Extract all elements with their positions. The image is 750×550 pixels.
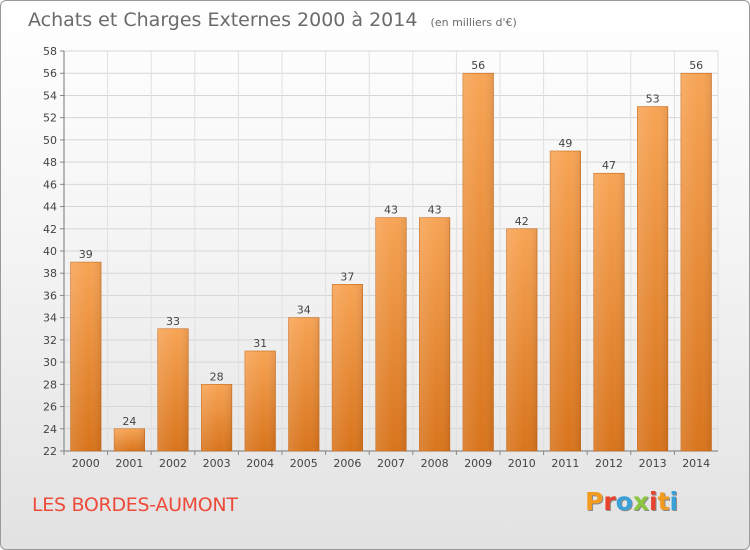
x-tick-label-2001: 2001	[115, 457, 143, 470]
y-tick-label: 44	[43, 201, 57, 214]
x-tick-label-2007: 2007	[377, 457, 405, 470]
place-name: LES BORDES-AUMONT	[32, 494, 238, 516]
x-tick-label-2005: 2005	[290, 457, 318, 470]
x-tick-label-2011: 2011	[551, 457, 579, 470]
data-label-2001: 24	[122, 415, 136, 428]
bar-shine-2009	[462, 73, 494, 451]
x-tick-label-2000: 2000	[72, 457, 100, 470]
logo-letter: r	[603, 487, 616, 516]
data-label-2011: 49	[558, 137, 572, 150]
x-tick-label-2009: 2009	[464, 457, 492, 470]
bar-shine-2013	[637, 106, 668, 452]
y-tick-label: 50	[43, 134, 57, 147]
y-tick-label: 22	[43, 445, 57, 458]
data-label-2006: 37	[340, 270, 354, 283]
y-tick-label: 42	[43, 223, 57, 236]
logo-letter: i	[649, 487, 658, 516]
bar-shine-2006	[332, 284, 363, 451]
bar-shine-2005	[288, 317, 320, 451]
x-tick-label-2003: 2003	[203, 457, 231, 470]
y-tick-label: 26	[43, 401, 57, 414]
y-tick-label: 30	[43, 356, 57, 369]
x-tick-label-2002: 2002	[159, 457, 187, 470]
bar-shine-2002	[157, 328, 189, 451]
y-tick-label: 54	[43, 89, 57, 102]
data-label-2007: 43	[384, 204, 398, 217]
x-tick-label-2010: 2010	[508, 457, 536, 470]
data-label-2002: 33	[166, 315, 180, 328]
y-tick-label: 48	[43, 156, 57, 169]
bar-shine-2007	[375, 217, 407, 451]
y-tick-label: 46	[43, 178, 57, 191]
y-tick-label: 38	[43, 267, 57, 280]
x-tick-label-2008: 2008	[421, 457, 449, 470]
data-label-2013: 53	[646, 93, 660, 106]
logo-letter: o	[615, 487, 633, 516]
data-label-2000: 39	[79, 248, 93, 261]
y-tick-label: 56	[43, 67, 57, 80]
data-label-2010: 42	[515, 215, 529, 228]
logo-letter: x	[632, 487, 649, 516]
proxiti-logo: Proxiti	[585, 487, 678, 516]
y-tick-labels: 22 24 26 28 30 32 34 36 38 40 42 44 46 48 50 52 54 56 58	[43, 45, 57, 458]
y-tick-label: 34	[43, 312, 57, 325]
bar-shine-2011	[550, 151, 581, 451]
data-label-2008: 43	[428, 204, 442, 217]
data-label-2014: 56	[689, 59, 703, 72]
y-tick-label: 40	[43, 245, 57, 258]
data-label-2003: 28	[210, 370, 224, 383]
data-labels: 39 24 33 28 31 34 37 43 43 56 42 49 47 53 56	[79, 59, 703, 428]
x-tick-label-2012: 2012	[595, 457, 623, 470]
logo-letter: t	[657, 487, 670, 516]
y-tick-label: 58	[43, 45, 57, 58]
bar-shine-2008	[419, 217, 450, 451]
bar-shine-2012	[593, 173, 625, 451]
x-tick-labels: 2000 2001 2002 2003 2004 2005 2006 2007 2008 2009…	[72, 457, 710, 470]
y-tick-label: 24	[43, 423, 57, 436]
bar-shine-2014	[680, 73, 712, 451]
x-tick-label-2013: 2013	[639, 457, 667, 470]
bar-shine-2010	[506, 228, 538, 451]
y-tick-label: 32	[43, 334, 57, 347]
x-tick-label-2004: 2004	[246, 457, 274, 470]
data-label-2004: 31	[253, 337, 267, 350]
logo-letter: i	[669, 487, 679, 516]
data-label-2005: 34	[297, 304, 311, 317]
data-label-2009: 56	[471, 59, 485, 72]
y-tick-label: 28	[43, 378, 57, 391]
data-label-2012: 47	[602, 159, 616, 172]
chart-unit: (en milliers d'€)	[430, 16, 517, 29]
bar-shine-2000	[70, 262, 102, 451]
bars	[70, 72, 712, 452]
x-tick-label-2006: 2006	[333, 457, 361, 470]
bar-shine-2001	[114, 428, 145, 451]
bar-shine-2003	[201, 384, 232, 451]
bar-shine-2004	[244, 351, 276, 451]
title-line: Achats et Charges Externes 2000 à 2014 (…	[28, 9, 517, 31]
y-tick-label: 36	[43, 289, 57, 302]
logo-letter: P	[585, 487, 604, 516]
x-tick-label-2014: 2014	[682, 457, 710, 470]
y-tick-label: 52	[43, 112, 57, 125]
chart-title: Achats et Charges Externes 2000 à 2014	[28, 9, 418, 31]
